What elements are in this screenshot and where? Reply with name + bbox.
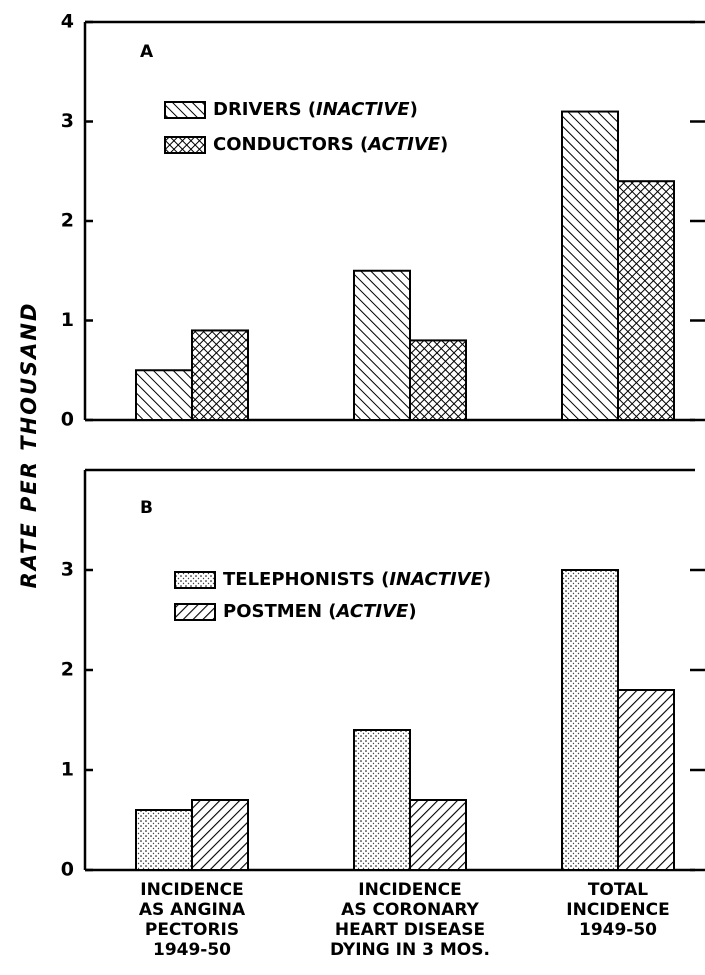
- legend-label: CONDUCTORS (ACTIVE): [213, 134, 448, 155]
- panel-label: A: [140, 42, 154, 62]
- bar: [135, 809, 193, 871]
- y-tick-label: 2: [61, 659, 74, 681]
- y-tick-label: 1: [61, 309, 74, 331]
- legend-swatch: [164, 101, 206, 119]
- y-tick-label: 3: [61, 110, 74, 132]
- y-tick-label: 0: [61, 859, 74, 881]
- bar: [617, 180, 675, 421]
- bar: [617, 689, 675, 871]
- legend-label: TELEPHONISTS (INACTIVE): [223, 569, 491, 590]
- legend-label: DRIVERS (INACTIVE): [213, 99, 418, 120]
- y-axis-label: RATE PER THOUSAND: [17, 302, 41, 589]
- bar: [353, 269, 411, 421]
- y-tick-label: 2: [61, 210, 74, 232]
- legend-swatch: [164, 136, 206, 154]
- x-tick-label: INCIDENCE AS ANGINA PECTORIS 1949-50: [139, 880, 246, 960]
- legend-swatch: [174, 603, 216, 621]
- bar: [409, 339, 467, 421]
- bar: [409, 799, 467, 871]
- bar: [191, 329, 249, 422]
- y-tick-label: 4: [61, 11, 74, 33]
- bar: [135, 369, 193, 421]
- panel-label: B: [140, 498, 153, 518]
- legend-label: POSTMEN (ACTIVE): [223, 601, 417, 622]
- x-tick-label: TOTAL INCIDENCE 1949-50: [566, 880, 669, 940]
- bar: [561, 569, 619, 871]
- y-tick-label: 3: [61, 559, 74, 581]
- bar: [561, 110, 619, 422]
- legend-swatch: [174, 571, 216, 589]
- y-tick-label: 0: [61, 409, 74, 431]
- bar: [353, 729, 411, 871]
- x-tick-label: INCIDENCE AS CORONARY HEART DISEASE DYING I…: [330, 880, 490, 960]
- bar: [191, 799, 249, 871]
- y-tick-label: 1: [61, 759, 74, 781]
